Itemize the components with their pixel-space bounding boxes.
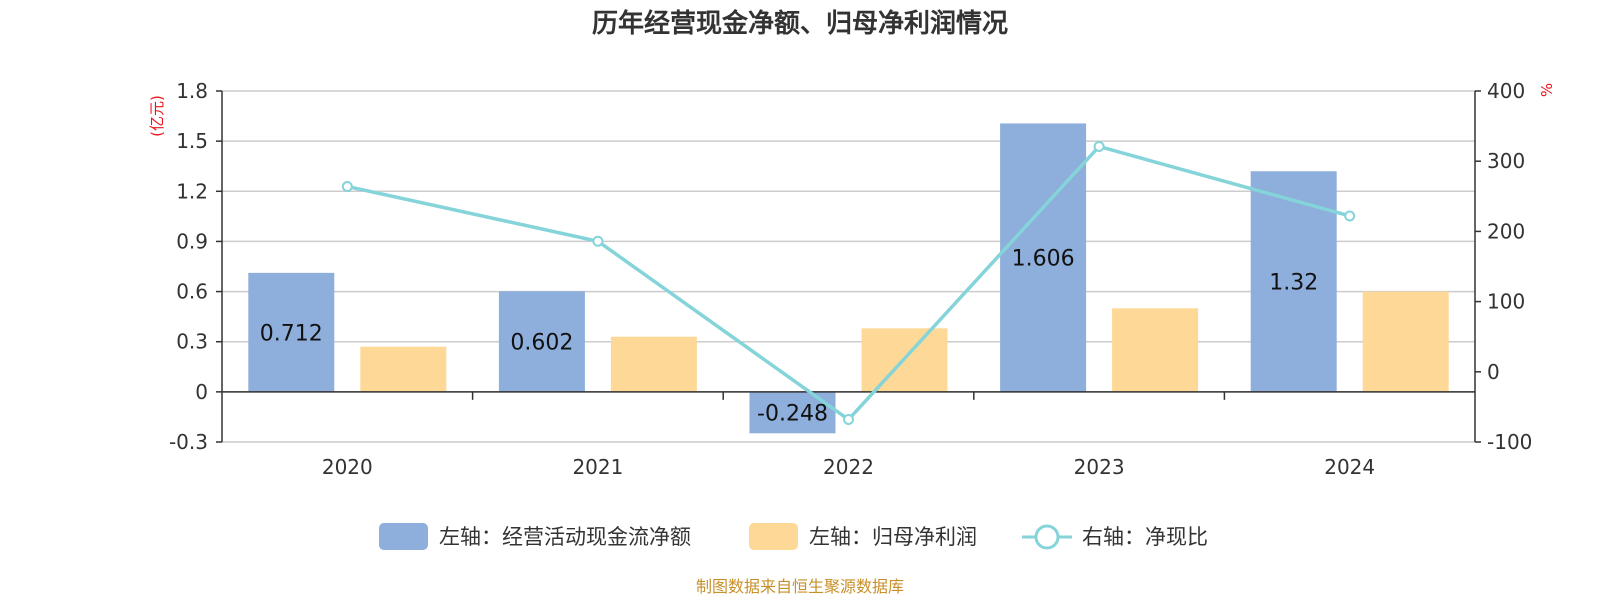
ratio-point-2022	[843, 414, 854, 426]
ratio-point-2020	[341, 180, 353, 192]
right-axis-tick-label: 200	[1487, 219, 1525, 243]
legend-swatch-ratio-marker	[1034, 524, 1060, 550]
data-label-cashflow-2022: -0.248	[757, 402, 828, 427]
left-axis-tick-label: 1.5	[176, 129, 208, 153]
left-axis-tick-label: 1.8	[176, 79, 208, 103]
left-axis-tick-label: 1.2	[176, 179, 208, 203]
axes: 1.8 1.5 1.2 0.9 0.6 0.3 0 -0.3 400 300 200 100 0 -100…	[169, 79, 1532, 479]
x-axis-tick-label: 2022	[823, 455, 874, 479]
left-axis-unit: (亿元)	[148, 95, 166, 137]
ratio-line-path	[346, 144, 1351, 422]
legend: 左轴：经营活动现金流净额 左轴：归母净利润 右轴：净现比	[379, 523, 1208, 550]
right-axis-tick-label: -100	[1487, 430, 1532, 454]
left-axis-tick-label: 0.3	[176, 330, 208, 354]
left-axis-tick-label: 0	[195, 380, 208, 404]
x-axis-tick-label: 2023	[1074, 455, 1125, 479]
legend-swatch-cashflow	[379, 523, 428, 550]
bar-cashflow-2023	[1000, 123, 1087, 392]
right-axis-tick-label: 100	[1487, 290, 1525, 314]
x-axis-tick-label: 2020	[322, 455, 373, 479]
bar-profit-2020	[360, 346, 447, 392]
legend-label-profit: 左轴：归母净利润	[809, 525, 977, 549]
chart-title: 历年经营现金净额、归母净利润情况	[592, 8, 1008, 39]
bar-profit-2021	[610, 336, 697, 392]
ratio-point-2023	[1093, 140, 1105, 152]
ratio-point-2021	[592, 235, 604, 247]
data-label-cashflow-2023: 1.606	[1012, 247, 1075, 272]
data-label-cashflow-2021: 0.602	[510, 331, 573, 356]
left-axis-tick-label: 0.9	[176, 229, 208, 253]
left-axis-tick-label: -0.3	[169, 430, 208, 454]
bar-cashflow-2021	[498, 291, 585, 392]
x-axis-tick-label: 2024	[1324, 455, 1375, 479]
right-axis-tick-label: 300	[1487, 149, 1525, 173]
legend-label-cashflow: 左轴：经营活动现金流净额	[439, 525, 691, 549]
data-labels: 0.712 0.602 -0.248 1.606 1.32	[260, 247, 1318, 427]
data-label-cashflow-2024: 1.32	[1269, 271, 1318, 296]
legend-swatch-profit	[749, 523, 798, 550]
legend-label-ratio: 右轴：净现比	[1082, 525, 1208, 549]
ratio-point-2024	[1344, 210, 1356, 222]
right-axis-tick-label: 0	[1487, 360, 1500, 384]
bar-cashflow-2020	[248, 272, 335, 392]
data-label-cashflow-2020: 0.712	[260, 321, 323, 346]
ratio-line	[341, 140, 1356, 426]
right-axis-unit: %	[1538, 83, 1556, 97]
data-source-note: 制图数据来自恒生聚源数据库	[696, 577, 904, 596]
bar-profit-2023	[1112, 308, 1199, 392]
bar-profit-2024	[1362, 291, 1449, 392]
left-axis-tick-label: 0.6	[176, 280, 208, 304]
right-axis-tick-label: 400	[1487, 79, 1525, 103]
x-axis-tick-label: 2021	[572, 455, 623, 479]
